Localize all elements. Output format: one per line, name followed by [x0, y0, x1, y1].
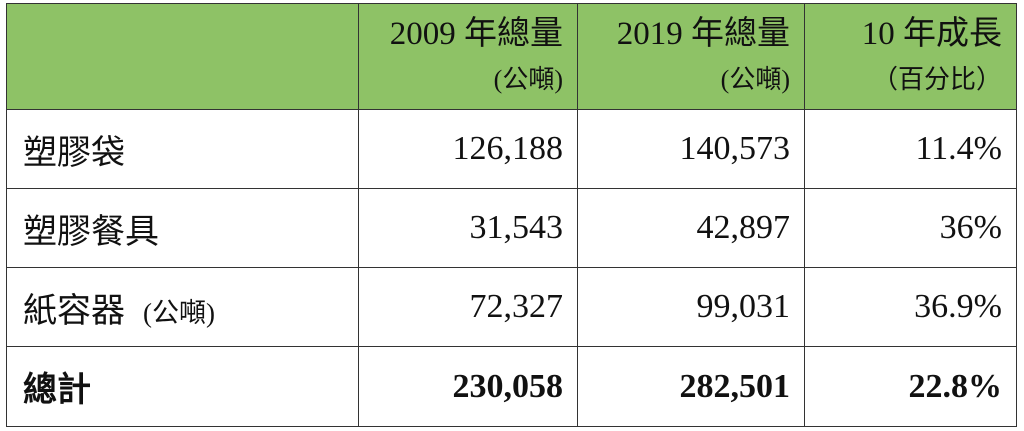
row-label-cell: 塑膠餐具 — [6, 188, 359, 268]
header-2009-title: 2009 年總量 — [389, 16, 563, 52]
row-unit: (公噸) — [143, 297, 215, 328]
value-2009: 126,188 — [358, 109, 578, 189]
header-2009-unit: (公噸) — [493, 65, 563, 94]
header-growth-unit: （百分比） — [871, 65, 1002, 94]
plastic-usage-table: 2009 年總量 (公噸) 2019 年總量 (公噸) 10 年成長 （百分比）… — [6, 3, 1017, 427]
value-2019: 140,573 — [577, 109, 805, 189]
value-growth: 11.4% — [804, 109, 1017, 189]
total-2019: 282,501 — [577, 346, 805, 427]
table-row: 塑膠餐具 31,543 42,897 36% — [6, 188, 1017, 268]
header-growth-title: 10 年成長 — [861, 16, 1002, 52]
row-label: 塑膠袋 — [23, 134, 125, 172]
header-2019-title: 2019 年總量 — [616, 16, 790, 52]
total-2009: 230,058 — [358, 346, 578, 427]
total-row: 總計 230,058 282,501 22.8% — [6, 346, 1017, 427]
value-growth: 36% — [804, 188, 1017, 268]
table-row: 紙容器 (公噸) 72,327 99,031 36.9% — [6, 267, 1017, 347]
value-growth: 36.9% — [804, 267, 1017, 347]
header-cell-blank — [6, 3, 359, 110]
value-2009: 31,543 — [358, 188, 578, 268]
value-2019: 99,031 — [577, 267, 805, 347]
header-cell-2019: 2019 年總量 (公噸) — [577, 3, 805, 110]
table-row: 塑膠袋 126,188 140,573 11.4% — [6, 109, 1017, 189]
row-label: 紙容器 — [23, 292, 125, 330]
row-label: 塑膠餐具 — [23, 213, 159, 251]
header-2019-unit: (公噸) — [720, 65, 790, 94]
header-cell-2009: 2009 年總量 (公噸) — [358, 3, 578, 110]
plastic-usage-table-container: 2009 年總量 (公噸) 2019 年總量 (公噸) 10 年成長 （百分比）… — [6, 3, 1017, 427]
total-label: 總計 — [6, 346, 359, 427]
total-growth: 22.8% — [804, 346, 1017, 427]
value-2009: 72,327 — [358, 267, 578, 347]
value-2019: 42,897 — [577, 188, 805, 268]
row-label-cell: 塑膠袋 — [6, 109, 359, 189]
header-cell-growth: 10 年成長 （百分比） — [804, 3, 1017, 110]
row-label-cell: 紙容器 (公噸) — [6, 267, 359, 347]
header-row: 2009 年總量 (公噸) 2019 年總量 (公噸) 10 年成長 （百分比） — [6, 3, 1017, 110]
